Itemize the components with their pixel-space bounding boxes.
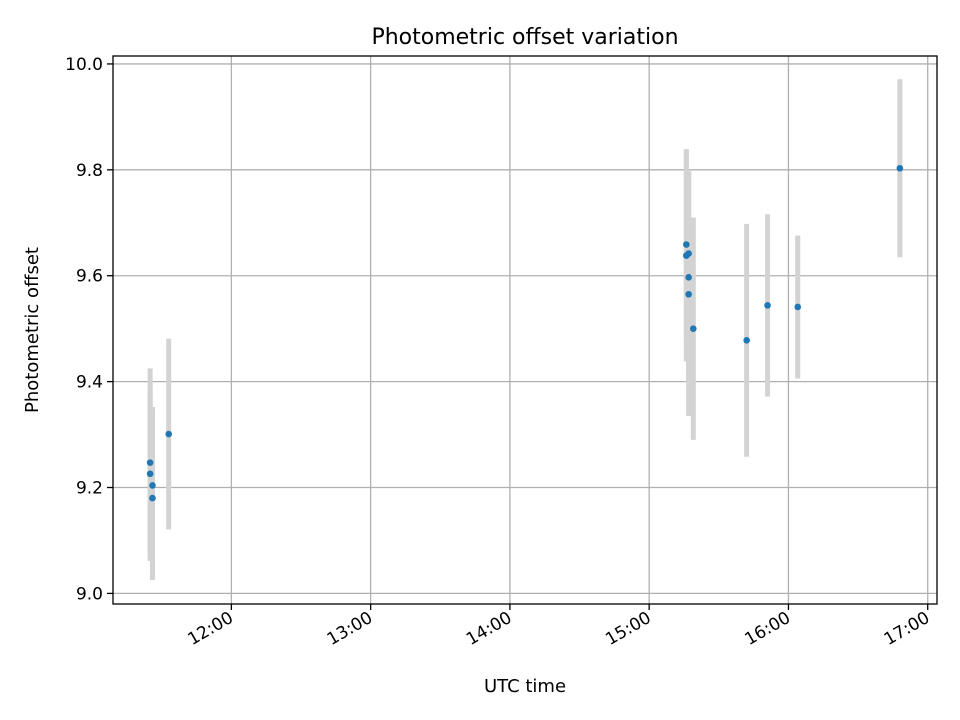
data-point [896, 164, 904, 172]
data-point [149, 482, 156, 489]
y-tick-label: 9.4 [76, 373, 103, 393]
x-tick-label: 17:00 [881, 608, 933, 650]
data-point [685, 274, 692, 281]
x-tick-label: 14:00 [463, 608, 515, 650]
data-point [794, 303, 802, 311]
data-point [146, 459, 154, 466]
x-tick-label: 16:00 [742, 608, 794, 650]
data-point [685, 250, 692, 257]
grid [113, 56, 937, 604]
data-points [146, 164, 904, 502]
y-tick-label: 9.2 [76, 479, 103, 499]
x-tick-label: 13:00 [324, 608, 376, 650]
chart-title: Photometric offset variation [371, 25, 678, 50]
data-point [764, 302, 771, 309]
ticks: 12:00 13:00 14:00 15:00 16:00 17:00 9.0 9.2 9.4 9… [65, 55, 933, 650]
data-point [743, 337, 750, 344]
data-point [149, 494, 156, 502]
plot-frame [112, 55, 938, 605]
data-point [683, 241, 690, 248]
data-point [146, 470, 154, 478]
data-point [685, 290, 692, 298]
y-tick-label: 10.0 [65, 55, 103, 75]
data-point [165, 430, 173, 438]
error-bars [147, 79, 903, 581]
y-axis-label: Photometric offset [22, 247, 43, 413]
data-point [689, 325, 697, 332]
x-axis-label: UTC time [484, 676, 566, 697]
y-tick-label: 9.6 [76, 267, 103, 287]
y-tick-label: 9.0 [76, 584, 103, 604]
x-tick-label: 12:00 [184, 608, 236, 650]
y-tick-label: 9.8 [76, 161, 103, 181]
x-tick-label: 15:00 [602, 608, 654, 650]
